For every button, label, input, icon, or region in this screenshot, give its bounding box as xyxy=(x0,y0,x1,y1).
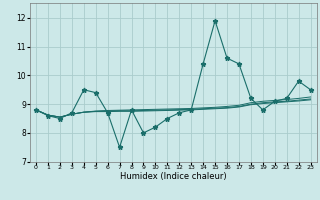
X-axis label: Humidex (Indice chaleur): Humidex (Indice chaleur) xyxy=(120,172,227,181)
